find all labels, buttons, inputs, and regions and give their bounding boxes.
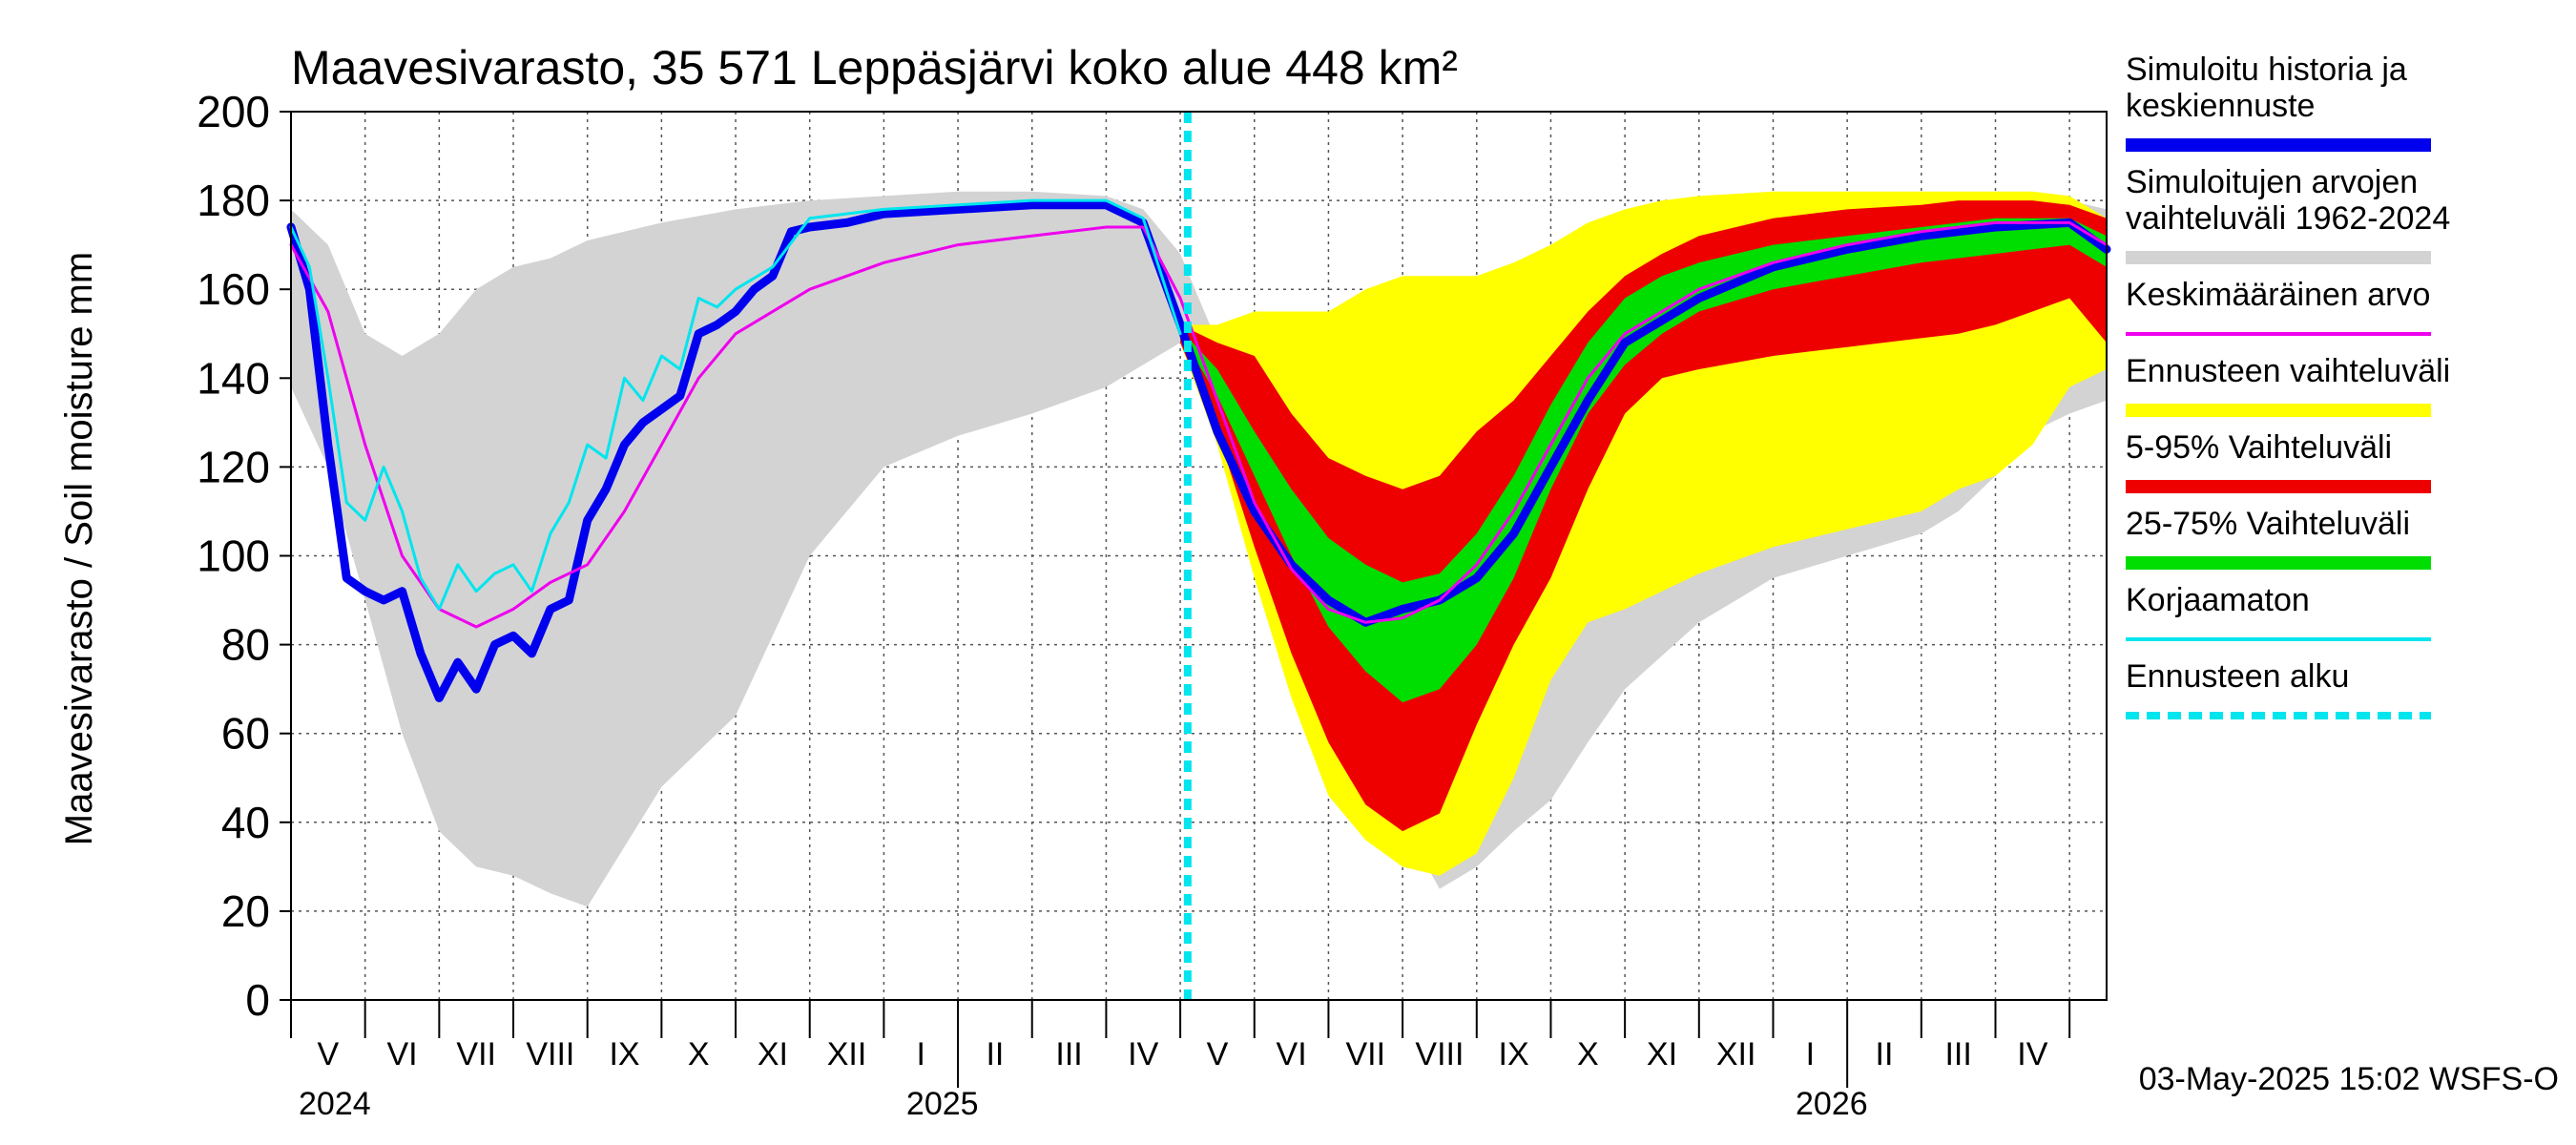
x-month-label: II [1876,1036,1894,1072]
y-tick-label: 180 [197,176,270,225]
x-month-label: X [688,1036,710,1072]
legend-label: Ennusteen alku [2126,658,2349,695]
y-tick-label: 0 [245,975,270,1025]
legend-label: Korjaamaton [2126,582,2310,618]
legend-item: Korjaamaton [2126,582,2431,641]
y-tick-label: 140 [197,353,270,403]
chart-title: Maavesivarasto, 35 571 Leppäsjärvi koko … [291,41,1458,94]
y-tick-label: 160 [197,264,270,314]
x-month-label: III [1055,1036,1082,1072]
legend-item: Ennusteen alku [2126,658,2431,719]
series-line-keskim-r-inen-arvo [289,220,2109,629]
legend-label: Keskimääräinen arvo [2126,277,2430,313]
x-month-label: I [916,1036,924,1072]
legend-label: 25-75% Vaihteluväli [2126,506,2410,542]
legend-label: Ennusteen vaihteluväli [2126,353,2450,389]
x-month-label: III [1944,1036,1971,1072]
line-layer [286,112,2111,1000]
y-tick-label: 40 [221,798,270,847]
legend-item: Ennusteen vaihteluväli [2126,353,2450,417]
y-tick-label: 200 [197,87,270,136]
legend-label: keskiennuste [2126,88,2315,124]
legend-label: vaihteluväli 1962-2024 [2126,200,2450,237]
band-layer [291,191,2107,907]
y-tick-label: 80 [221,620,270,670]
x-month-label: VI [386,1036,417,1072]
x-year-label: 2026 [1796,1086,1868,1122]
x-month-label: IV [1128,1036,1158,1072]
x-month-label: XI [1647,1036,1677,1072]
legend-item: 25-75% Vaihteluväli [2126,506,2431,570]
legend: Simuloitu historia jakeskiennusteSimuloi… [2126,52,2450,719]
series-line-simuloitu-historia-ja-keskiennuste [286,200,2111,702]
y-tick-label: 20 [221,886,270,936]
x-month-label: XI [758,1036,788,1072]
y-axis-label: Maavesivarasto / Soil moisture mm [58,252,100,845]
x-month-label: XII [827,1036,867,1072]
x-year-label: 2025 [906,1086,979,1122]
footer-timestamp: 03-May-2025 15:02 WSFS-O [2139,1061,2559,1097]
legend-item: Keskimääräinen arvo [2126,277,2431,336]
legend-label: Simuloitu historia ja [2126,52,2407,88]
x-month-label: IX [609,1036,639,1072]
x-year-label: 2024 [299,1086,371,1122]
series-line-korjaamaton [289,198,1182,611]
x-month-label: II [986,1036,1004,1072]
legend-label: 5-95% Vaihteluväli [2126,429,2392,466]
y-tick-label: 60 [221,709,270,759]
x-month-label: IV [2017,1036,2047,1072]
x-month-label: VI [1277,1036,1307,1072]
y-tick-label: 100 [197,531,270,581]
x-month-label: IX [1499,1036,1529,1072]
legend-label: Simuloitujen arvojen [2126,164,2418,200]
y-tick-label: 120 [197,442,270,491]
x-month-label: VIII [526,1036,574,1072]
x-month-label: XII [1716,1036,1756,1072]
x-month-label: VII [456,1036,496,1072]
x-month-label: VII [1345,1036,1385,1072]
x-month-label: VIII [1415,1036,1464,1072]
band-25-75-vaihteluv-li [1180,218,2107,703]
x-month-label: V [1207,1036,1229,1072]
x-month-label: X [1577,1036,1599,1072]
x-month-label: I [1806,1036,1815,1072]
x-month-label: V [317,1036,339,1072]
legend-item: 5-95% Vaihteluväli [2126,429,2431,493]
